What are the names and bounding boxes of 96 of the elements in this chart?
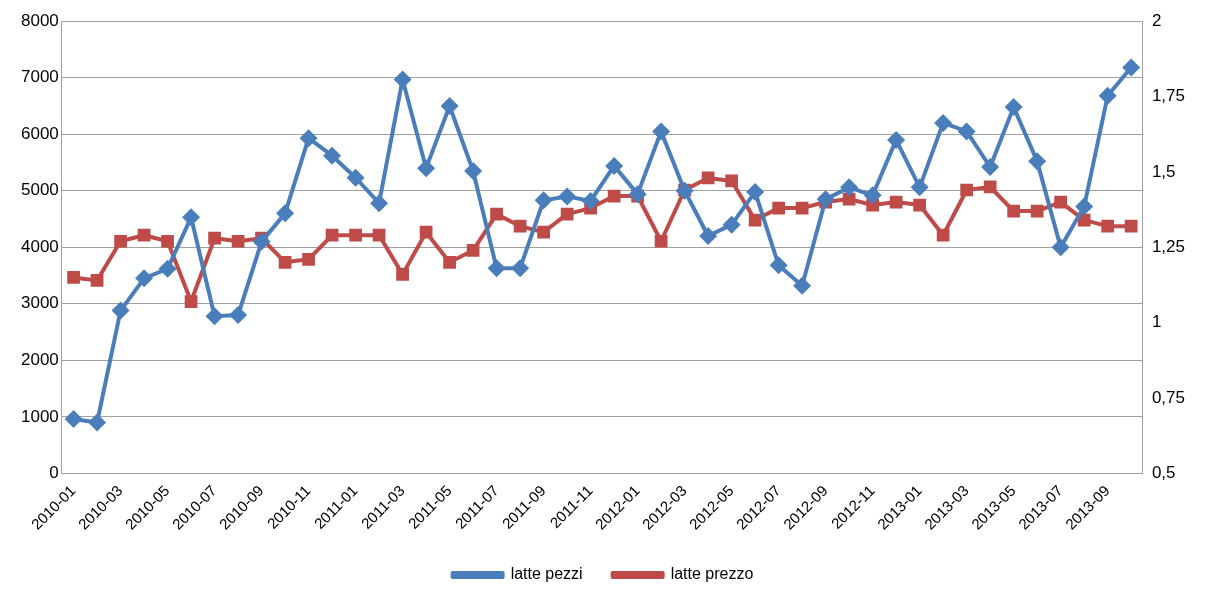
point (229, 306, 248, 325)
point (184, 295, 198, 308)
point (1075, 197, 1094, 216)
point (1054, 195, 1068, 209)
y2-tick-label: 1 (1151, 312, 1162, 332)
y2-tick-label: 1,75 (1151, 86, 1186, 106)
point (887, 130, 906, 149)
point (934, 113, 953, 132)
point (299, 129, 318, 148)
point (1028, 152, 1047, 171)
point (417, 159, 436, 178)
point (466, 243, 480, 257)
legend-label: latte pezzi (510, 565, 583, 583)
y-tick-label: 2000 (20, 350, 59, 369)
point (746, 182, 765, 201)
y2-tick-label: 0,75 (1151, 387, 1186, 407)
y2-tick-label: 2 (1151, 10, 1162, 30)
y-tick-label: 3000 (20, 293, 59, 313)
point (957, 122, 976, 141)
point (276, 204, 295, 223)
point (769, 256, 788, 275)
point (349, 228, 362, 242)
point (88, 413, 107, 432)
point (722, 215, 741, 234)
point (960, 183, 974, 197)
point (370, 194, 389, 213)
point (231, 234, 245, 248)
point (443, 255, 456, 269)
point (537, 225, 550, 239)
point (182, 208, 201, 227)
point (1051, 238, 1070, 257)
point (1122, 58, 1141, 77)
point (487, 259, 506, 278)
y2-tick-label: 0,5 (1151, 463, 1176, 483)
point (1101, 219, 1115, 233)
point (135, 269, 154, 288)
point (158, 259, 177, 278)
point (302, 252, 315, 266)
point (111, 301, 130, 320)
point (372, 228, 386, 242)
point (913, 198, 927, 212)
point (748, 213, 762, 227)
point (558, 187, 577, 206)
point (840, 178, 859, 197)
point (208, 231, 221, 245)
point (889, 195, 903, 209)
point (605, 156, 624, 175)
y-tick-label: 0 (49, 463, 59, 483)
point (325, 228, 339, 242)
point (346, 168, 365, 187)
point (652, 122, 671, 141)
point (699, 226, 718, 245)
point (114, 234, 127, 248)
point (725, 174, 738, 188)
legend-label: latte prezzo (670, 565, 754, 583)
y-tick-label: 1000 (20, 406, 59, 426)
y-tick-label: 4000 (20, 236, 59, 256)
y-tick-label: 6000 (20, 123, 59, 143)
point (983, 180, 997, 194)
point (816, 190, 835, 209)
point (1030, 204, 1044, 218)
point (1007, 204, 1021, 218)
point (1124, 219, 1138, 233)
point (863, 186, 882, 205)
point (396, 268, 409, 281)
point (910, 178, 929, 197)
point (67, 271, 80, 284)
point (534, 191, 553, 210)
point (278, 255, 292, 269)
point (161, 234, 174, 248)
point (490, 207, 503, 221)
point (793, 276, 812, 295)
point (440, 96, 459, 115)
point (581, 191, 600, 210)
y-tick-label: 8000 (20, 10, 59, 30)
point (252, 232, 271, 251)
y-tick-label: 5000 (20, 180, 59, 200)
point (654, 234, 668, 248)
point (464, 161, 483, 180)
point (772, 201, 785, 215)
point (419, 225, 433, 239)
point (511, 259, 530, 278)
y2-tick-label: 1,25 (1151, 236, 1186, 256)
point (513, 219, 527, 233)
point (64, 410, 83, 429)
point (137, 228, 151, 242)
point (1098, 86, 1117, 105)
point (628, 185, 647, 204)
y2-tick-label: 1,5 (1151, 161, 1176, 181)
y-tick-label: 7000 (20, 67, 59, 87)
point (981, 158, 1000, 177)
point (90, 274, 104, 287)
point (936, 228, 950, 242)
point (323, 146, 342, 165)
point (205, 307, 224, 326)
point (1004, 98, 1023, 117)
